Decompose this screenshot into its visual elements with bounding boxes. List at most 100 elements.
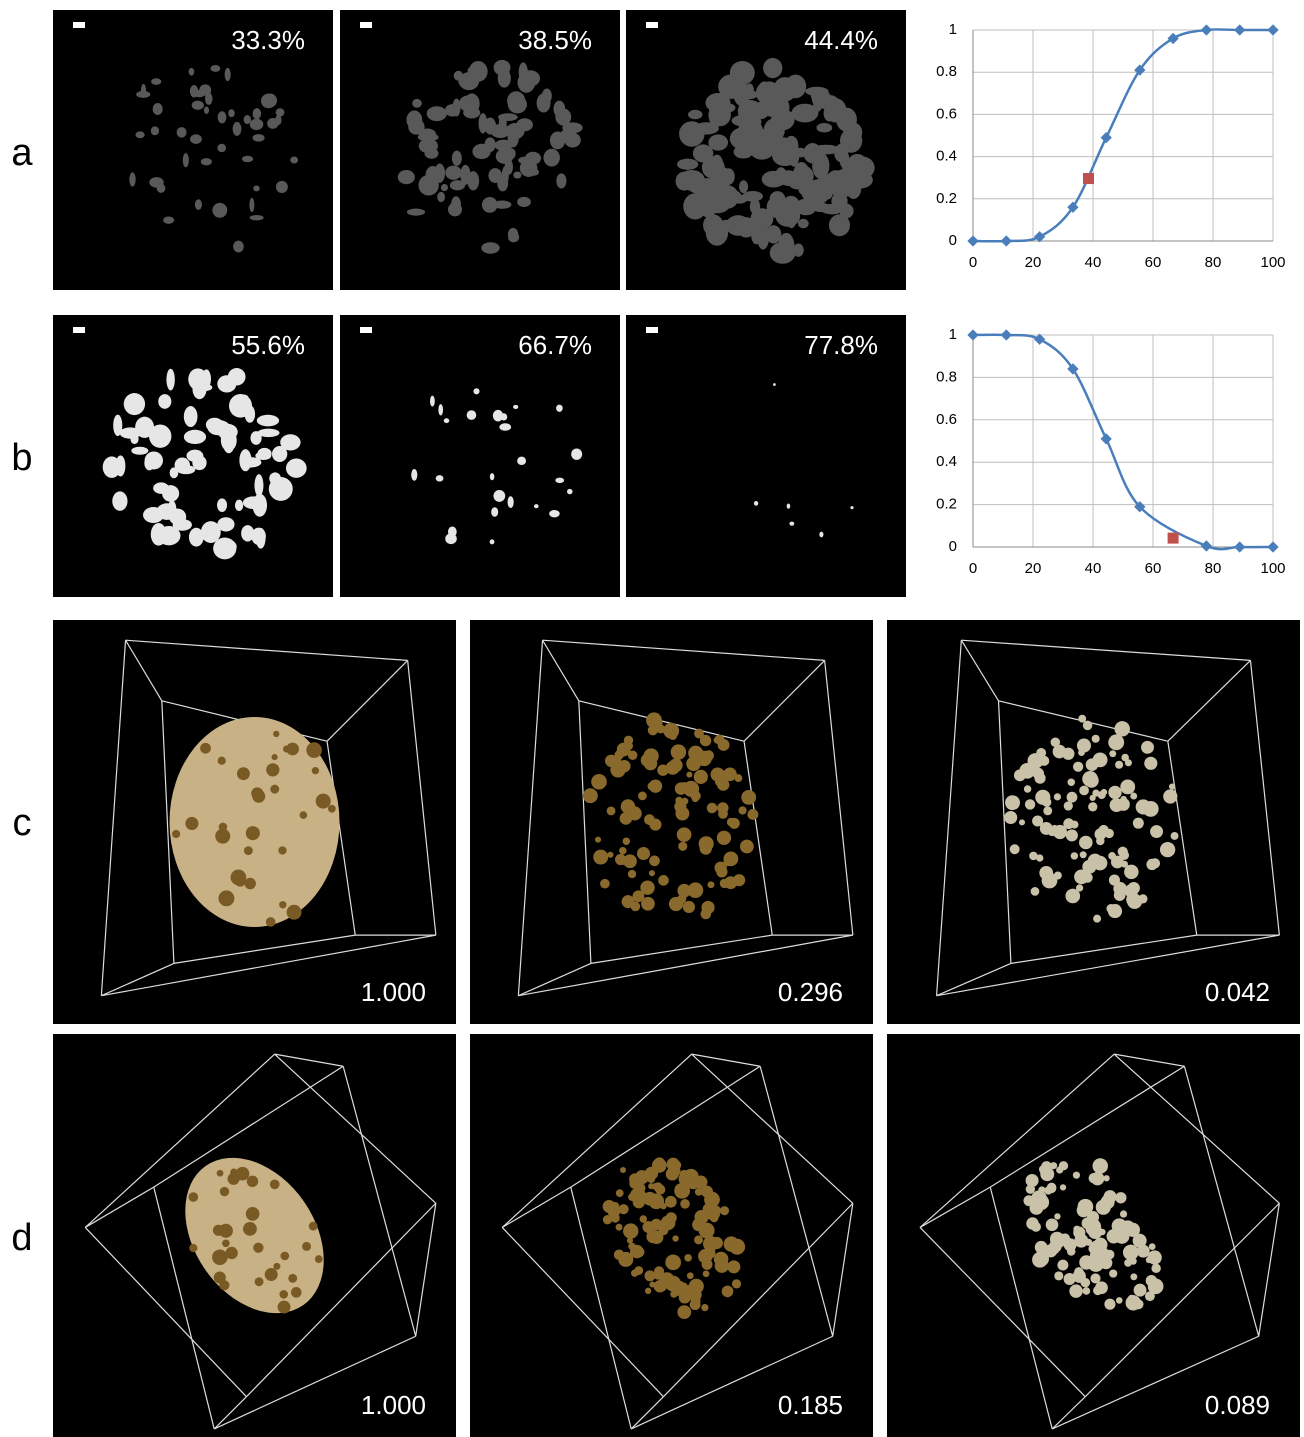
- blob: [278, 846, 286, 854]
- blob: [600, 879, 610, 889]
- blob: [1151, 1264, 1160, 1273]
- blob: [607, 806, 616, 815]
- blob: [653, 1182, 663, 1192]
- blob: [1050, 1232, 1064, 1246]
- blob: [693, 144, 714, 162]
- y-tick-label: 0.4: [936, 148, 957, 165]
- blob: [1093, 752, 1108, 767]
- blob: [1118, 847, 1128, 857]
- blob: [643, 1192, 657, 1206]
- blob: [278, 1301, 291, 1314]
- blob: [694, 770, 708, 784]
- blob: [1033, 768, 1044, 779]
- blob: [638, 792, 647, 801]
- blob: [315, 1255, 323, 1263]
- blob: [149, 425, 171, 448]
- blob: [233, 122, 242, 136]
- blob: [270, 1179, 280, 1189]
- blob: [620, 1167, 626, 1173]
- blob: [217, 517, 234, 531]
- blob: [113, 415, 122, 436]
- blob: [613, 769, 619, 775]
- blob: [669, 758, 683, 772]
- blob: [1106, 904, 1115, 913]
- blob: [450, 180, 465, 190]
- point: [1267, 541, 1278, 552]
- x-tick-label: 0: [969, 254, 977, 271]
- blob: [1032, 1252, 1048, 1268]
- blob: [562, 122, 582, 133]
- blob: [129, 172, 135, 186]
- blob: [1032, 815, 1043, 826]
- x-tick-label: 20: [1025, 560, 1042, 577]
- blob: [741, 790, 756, 805]
- blob: [708, 881, 715, 888]
- blob: [603, 1200, 616, 1213]
- blob: [267, 118, 278, 129]
- blob: [683, 901, 695, 913]
- blob: [788, 142, 799, 166]
- scale-bar: [73, 22, 85, 28]
- blob: [212, 1250, 228, 1266]
- blob: [136, 91, 150, 98]
- blob: [640, 1215, 647, 1222]
- blob: [153, 103, 163, 115]
- blob: [493, 490, 505, 502]
- blob: [1004, 811, 1017, 824]
- point: [967, 329, 978, 340]
- y-tick-label: 0.2: [936, 190, 957, 207]
- blob: [1124, 884, 1137, 897]
- value-label: 1.000: [361, 977, 426, 1007]
- blob: [426, 166, 441, 184]
- blob: [1059, 1161, 1068, 1170]
- blob: [283, 746, 290, 753]
- blob: [221, 429, 237, 451]
- blob: [715, 778, 724, 787]
- blob: [1160, 842, 1175, 857]
- blob: [1115, 1192, 1126, 1203]
- blob: [1053, 825, 1067, 839]
- blob: [550, 131, 565, 149]
- blob: [276, 181, 288, 193]
- blob: [257, 448, 271, 459]
- blob: [453, 157, 461, 165]
- line: [973, 335, 1273, 549]
- blob: [176, 458, 185, 473]
- blob: [508, 496, 514, 508]
- blob: [1099, 1285, 1106, 1292]
- blob: [831, 185, 856, 196]
- blob: [1082, 860, 1096, 874]
- blob: [219, 1224, 233, 1238]
- blob: [242, 156, 253, 162]
- blob: [188, 1192, 198, 1202]
- blob: [189, 68, 195, 76]
- blob: [793, 162, 810, 188]
- x-tick-label: 80: [1205, 254, 1222, 271]
- blob: [571, 448, 582, 459]
- blob: [688, 110, 703, 120]
- blob: [1054, 1213, 1060, 1219]
- blob: [518, 72, 536, 93]
- blob: [250, 119, 264, 130]
- blob: [412, 99, 422, 108]
- blob: [244, 846, 253, 855]
- blob: [798, 219, 809, 228]
- x-tick-label: 0: [969, 560, 977, 577]
- x-tick-label: 60: [1145, 560, 1162, 577]
- blob: [151, 78, 161, 85]
- blob: [1029, 1201, 1043, 1215]
- blob: [279, 1290, 288, 1299]
- blob: [250, 215, 264, 220]
- blob: [715, 1259, 729, 1273]
- blob: [623, 837, 631, 845]
- value-label: 0.296: [778, 977, 843, 1007]
- blob: [495, 140, 513, 151]
- blob: [1085, 1239, 1092, 1246]
- blob: [1087, 1211, 1099, 1223]
- blob: [591, 774, 607, 790]
- blob: [217, 498, 227, 512]
- value-label: 0.185: [778, 1390, 843, 1420]
- blob: [189, 528, 204, 547]
- blob: [793, 244, 804, 257]
- blob: [1114, 1229, 1129, 1244]
